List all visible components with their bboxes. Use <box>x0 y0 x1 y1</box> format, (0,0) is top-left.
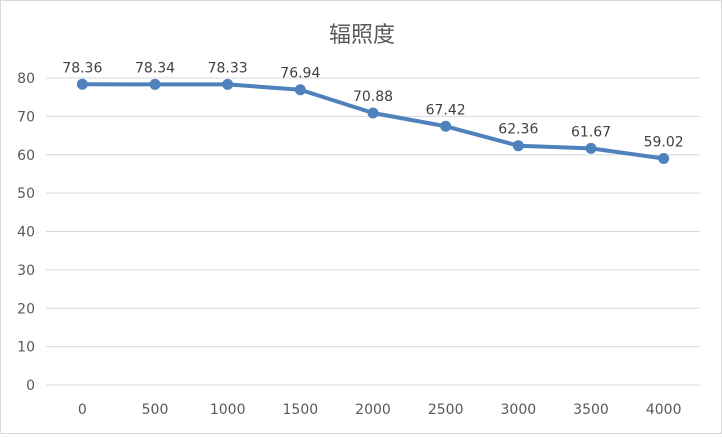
x-tick-label: 1000 <box>210 402 246 418</box>
x-tick-label: 4000 <box>646 402 682 418</box>
data-point <box>76 78 88 90</box>
gridlines <box>46 77 700 386</box>
data-point <box>658 153 670 165</box>
data-points <box>76 78 670 165</box>
x-tick-label: 3000 <box>501 402 537 418</box>
y-tick-label: 80 <box>17 71 35 87</box>
y-tick-label: 60 <box>17 148 35 164</box>
data-label: 67.42 <box>426 102 466 118</box>
data-point <box>585 142 597 154</box>
y-tick-label: 20 <box>17 301 35 317</box>
x-tick-label: 2000 <box>355 402 391 418</box>
y-tick-label: 30 <box>17 263 35 279</box>
chart-title: 辐照度 <box>329 23 395 48</box>
data-label: 61.67 <box>571 124 611 140</box>
x-tick-label: 0 <box>78 402 87 418</box>
y-axis-tick-labels: 0 10 20 30 40 50 60 70 80 <box>17 71 35 394</box>
data-point <box>222 78 234 90</box>
data-label: 78.34 <box>135 60 175 76</box>
data-label: 78.33 <box>208 60 248 76</box>
y-tick-label: 10 <box>17 340 35 356</box>
y-tick-label: 0 <box>26 378 35 394</box>
x-tick-label: 1500 <box>283 402 319 418</box>
data-point <box>294 84 306 96</box>
x-axis-tick-labels: 0 500 1000 1500 2000 2500 3000 3500 4000 <box>78 402 682 418</box>
x-tick-label: 2500 <box>428 402 464 418</box>
data-label: 76.94 <box>280 66 320 82</box>
data-labels: 78.36 78.34 78.33 76.94 70.88 67.42 62.36 61.67… <box>62 60 683 150</box>
data-label: 78.36 <box>62 60 102 76</box>
data-label: 62.36 <box>498 122 538 138</box>
data-point <box>149 78 161 90</box>
x-tick-label: 500 <box>142 402 169 418</box>
y-tick-label: 40 <box>17 225 35 241</box>
data-point <box>367 107 379 119</box>
x-tick-label: 3500 <box>573 402 609 418</box>
y-tick-label: 70 <box>17 109 35 125</box>
data-label: 70.88 <box>353 89 393 105</box>
data-label: 59.02 <box>644 135 684 151</box>
y-tick-label: 50 <box>17 186 35 202</box>
data-point <box>440 120 452 132</box>
data-point <box>512 140 524 152</box>
